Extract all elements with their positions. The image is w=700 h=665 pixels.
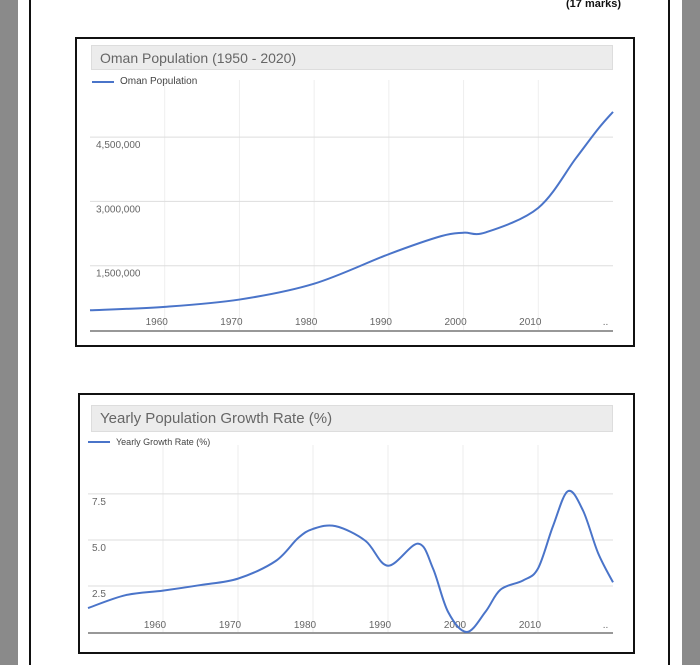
x-tick-label: .. (603, 620, 609, 631)
chart-title: Oman Population (1950 - 2020) (91, 45, 613, 70)
x-tick-label: 1990 (369, 620, 392, 631)
chart-title: Yearly Population Growth Rate (%) (91, 405, 613, 432)
y-tick-label: 7.5 (92, 497, 106, 508)
x-tick-label: 1970 (220, 317, 243, 328)
x-tick-label: 2000 (444, 620, 467, 631)
x-tick-label: 2000 (444, 317, 467, 328)
series-line (89, 111, 614, 312)
y-tick-label: 3,000,000 (96, 204, 141, 215)
x-tick-label: 1980 (294, 620, 317, 631)
y-tick-label: 1,500,000 (96, 269, 141, 280)
chart-frame-growth (78, 393, 635, 654)
x-tick-label: 1990 (370, 317, 393, 328)
legend: Yearly Growth Rate (%) (88, 437, 210, 447)
x-tick-label: 1970 (219, 620, 242, 631)
legend-label: Oman Population (120, 76, 198, 87)
y-tick-label: 4,500,000 (96, 140, 141, 151)
legend-label: Yearly Growth Rate (%) (116, 437, 211, 447)
y-tick-label: 2.5 (92, 589, 106, 600)
x-tick-label: 1980 (295, 317, 318, 328)
x-tick-label: 1960 (144, 620, 167, 631)
series-line (87, 489, 614, 634)
x-tick-label: 1960 (146, 317, 169, 328)
page-border-right (668, 0, 670, 665)
x-tick-label: .. (603, 317, 609, 328)
legend-swatch (88, 441, 110, 443)
legend: Oman Population (92, 76, 197, 87)
page-border-left (29, 0, 31, 665)
x-tick-label: 2010 (519, 620, 542, 631)
y-tick-label: 5.0 (92, 543, 106, 554)
right-margin (682, 0, 700, 665)
left-margin (0, 0, 18, 665)
marks-label: (17 marks) (566, 0, 622, 10)
legend-swatch (92, 80, 114, 83)
x-tick-label: 2010 (519, 317, 542, 328)
chart-frame-population (75, 37, 635, 347)
